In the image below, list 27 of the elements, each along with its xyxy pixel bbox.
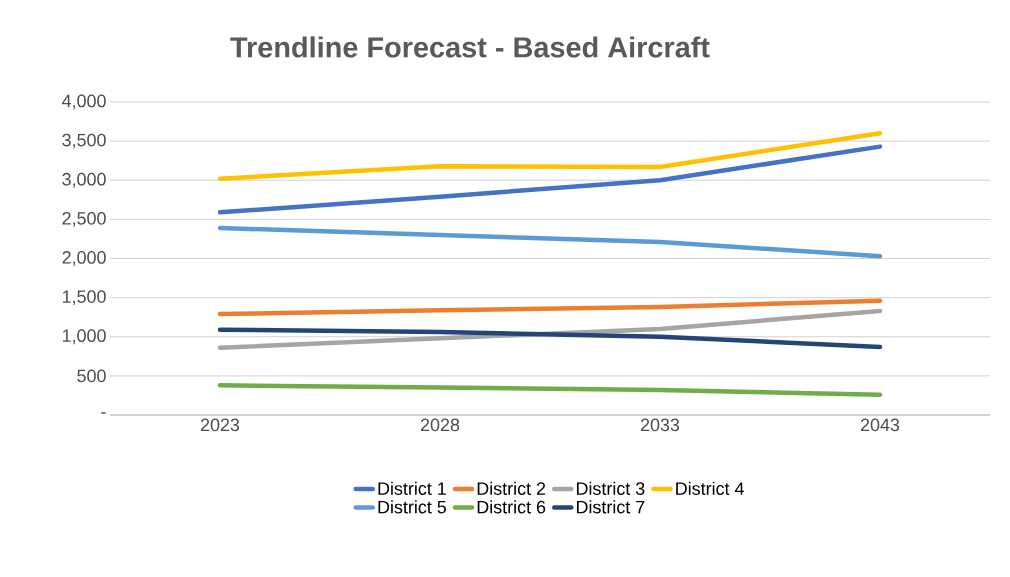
x-tick-label: 2043 (860, 418, 900, 432)
legend-label: District 4 (676, 481, 744, 495)
line-series (217, 225, 883, 259)
line-series (217, 131, 883, 181)
x-tick-label: 2023 (200, 418, 240, 432)
y-tick-label: - (101, 412, 106, 414)
line-series (217, 327, 883, 350)
y-tick-label: 3,000 (62, 172, 106, 188)
legend-label: District 5 (378, 500, 446, 514)
legend-label: District 6 (477, 500, 546, 514)
chart-title: Trendline Forecast - Based Aircraft (230, 36, 710, 58)
line-series (217, 144, 883, 215)
y-tick-label: 4,000 (62, 94, 106, 110)
y-tick-label: 2,000 (62, 251, 106, 266)
legend-label: District 2 (477, 481, 546, 495)
line-series (217, 298, 883, 317)
y-tick-label: 2,500 (62, 211, 106, 227)
x-tick-label: 2028 (420, 418, 460, 432)
y-tick-label: 500 (77, 369, 106, 383)
legend-label: District 7 (576, 500, 645, 514)
legend-label: District 1 (378, 481, 446, 495)
legend-label: District 3 (576, 481, 645, 495)
x-tick-label: 2033 (640, 418, 680, 432)
y-tick-label: 1,000 (62, 329, 106, 345)
line-series (217, 383, 883, 397)
y-tick-label: 3,500 (62, 133, 106, 149)
y-tick-label: 1,500 (62, 290, 106, 306)
